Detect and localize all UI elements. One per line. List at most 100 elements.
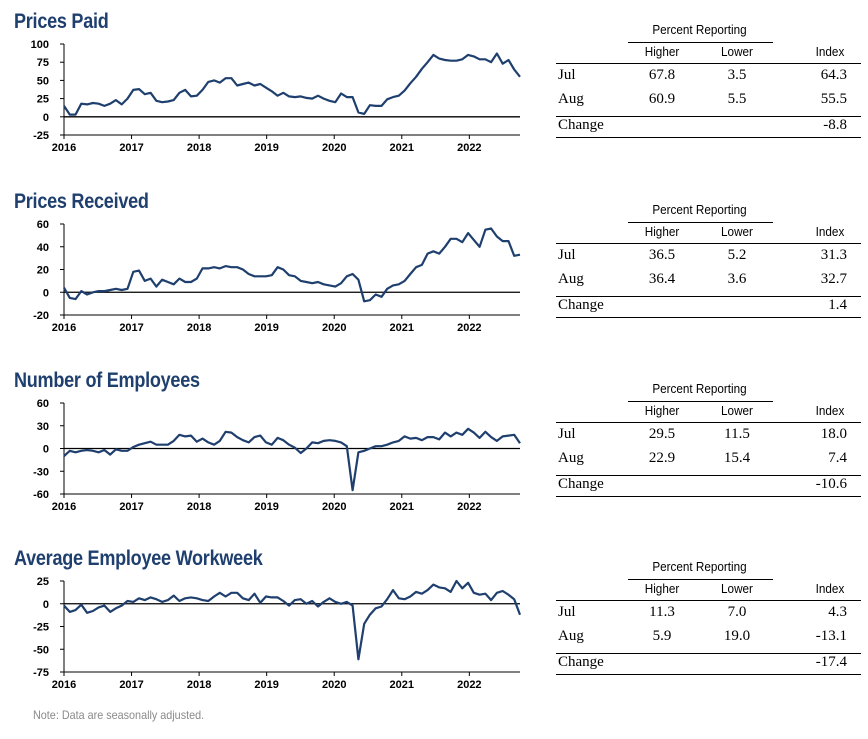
x-tick-label: 2016	[52, 501, 76, 513]
percent-reporting-table: Percent Reporting Higher Lower Index Jul 36.5…	[556, 190, 861, 318]
index-value: 7.4	[828, 450, 847, 466]
column-header: Lower	[721, 403, 753, 418]
group-header: Percent Reporting	[652, 559, 747, 574]
y-tick-label: 100	[31, 39, 49, 51]
index-value: -13.1	[815, 628, 847, 644]
row-label: Jul	[558, 426, 576, 442]
change-rule	[556, 296, 861, 297]
lower-value: 7.0	[727, 604, 747, 620]
lower-value: 11.5	[724, 426, 750, 442]
change-label: Change	[558, 476, 604, 492]
x-tick-label: 2018	[187, 142, 211, 154]
y-tick-label: -25	[33, 130, 49, 142]
index-value: 32.7	[820, 271, 847, 287]
higher-value: 36.4	[648, 271, 676, 287]
header-underline	[556, 243, 861, 244]
y-tick-label: 0	[43, 112, 49, 124]
x-tick-label: 2016	[52, 322, 76, 334]
x-tick-label: 2022	[457, 322, 481, 334]
group-header: Percent Reporting	[652, 202, 747, 217]
lower-value: 3.5	[727, 67, 747, 83]
x-tick-label: 2020	[322, 142, 346, 154]
group-header: Percent Reporting	[652, 381, 747, 396]
column-header: Higher	[644, 403, 680, 418]
chart-title: Prices Received	[14, 190, 149, 213]
x-tick-label: 2019	[254, 142, 278, 154]
change-value: -10.6	[815, 476, 847, 492]
change-rule	[556, 653, 861, 654]
group-header-underline	[628, 579, 773, 580]
lower-value: 15.4	[723, 450, 751, 466]
y-tick-label: 20	[37, 265, 49, 277]
group-header-underline	[628, 42, 773, 43]
x-tick-label: 2020	[322, 322, 346, 334]
x-tick-label: 2017	[119, 679, 143, 691]
column-header: Index	[815, 224, 845, 239]
x-tick-label: 2022	[457, 501, 481, 513]
y-tick-label: 40	[37, 242, 49, 254]
row-label: Jul	[558, 604, 576, 620]
higher-value: 5.9	[652, 628, 672, 644]
line-chart-average-employee-workweek: -75 -50 -25 0 25 2016 2017 2018 2019 2020 2021 2022	[33, 576, 522, 691]
table-bottom-rule	[556, 137, 861, 138]
group-header: Percent Reporting	[652, 22, 747, 37]
lower-value: 3.6	[727, 271, 747, 287]
panel-number-of-employees: Number of Employees -60 -30 0 30 60 2016 2017 2…	[0, 369, 868, 544]
y-tick-label: -60	[33, 489, 49, 501]
lower-value: 5.5	[727, 91, 747, 107]
footnote: Note: Data are seasonally adjusted.	[33, 708, 205, 722]
lower-value: 19.0	[723, 628, 751, 644]
x-tick-label: 2021	[390, 322, 414, 334]
row-label: Jul	[558, 67, 576, 83]
lower-value: 5.2	[727, 247, 747, 263]
x-tick-label: 2018	[187, 501, 211, 513]
x-tick-label: 2017	[119, 501, 143, 513]
higher-value: 36.5	[648, 247, 676, 263]
change-label: Change	[558, 654, 604, 670]
table-bottom-rule	[556, 674, 861, 675]
percent-reporting-table: Percent Reporting Higher Lower Index Jul 11.3…	[556, 547, 861, 675]
y-tick-label: -30	[33, 466, 49, 478]
y-tick-label: 0	[43, 287, 49, 299]
line-chart-number-of-employees: -60 -30 0 30 60 2016 2017 2018 2019 2020 2021 2022	[33, 398, 521, 513]
series-line	[63, 427, 521, 492]
panel-prices-paid: Prices Paid -25 0 25 50 75 100 2016 2017 2018 201…	[0, 10, 868, 185]
column-header: Higher	[644, 44, 680, 59]
higher-value: 67.8	[648, 67, 676, 83]
panel-average-employee-workweek: Average Employee Workweek -75 -50 -25 0 25 20…	[0, 547, 868, 722]
x-tick-label: 2020	[322, 679, 346, 691]
chart-title: Average Employee Workweek	[14, 547, 263, 570]
y-tick-label: 30	[37, 421, 49, 433]
change-value: -8.8	[823, 117, 847, 133]
percent-reporting-table: Percent Reporting Higher Lower Index Jul 29.5…	[556, 369, 861, 497]
y-tick-label: -75	[33, 667, 49, 679]
y-tick-label: 25	[37, 576, 49, 588]
x-tick-label: 2019	[254, 679, 278, 691]
group-header-underline	[628, 401, 773, 402]
index-value: 64.3	[820, 67, 847, 83]
column-header: Higher	[644, 581, 680, 596]
y-tick-label: 0	[43, 599, 49, 611]
row-label: Aug	[558, 628, 584, 644]
x-tick-label: 2019	[254, 322, 278, 334]
column-header: Higher	[644, 224, 680, 239]
line-chart-prices-received: -20 0 20 40 60 2016 2017 2018 2019 2020 2021 2022	[33, 219, 521, 334]
y-tick-label: 0	[43, 444, 49, 456]
row-label: Aug	[558, 271, 584, 287]
x-tick-label: 2018	[187, 322, 211, 334]
change-value: -17.4	[815, 654, 847, 670]
index-value: 4.3	[828, 604, 847, 620]
y-tick-label: -20	[33, 310, 49, 322]
y-tick-label: 50	[37, 75, 49, 87]
table-bottom-rule	[556, 317, 861, 318]
column-header: Index	[815, 581, 845, 596]
row-label: Aug	[558, 91, 584, 107]
x-tick-label: 2016	[52, 679, 76, 691]
column-header: Index	[815, 44, 845, 59]
index-value: 31.3	[820, 247, 847, 263]
header-underline	[556, 63, 861, 64]
panel-prices-received: Prices Received -20 0 20 40 60 2016 2017 2018 20…	[0, 190, 868, 365]
higher-value: 11.3	[649, 604, 675, 620]
higher-value: 60.9	[648, 91, 676, 107]
x-tick-label: 2022	[457, 679, 481, 691]
